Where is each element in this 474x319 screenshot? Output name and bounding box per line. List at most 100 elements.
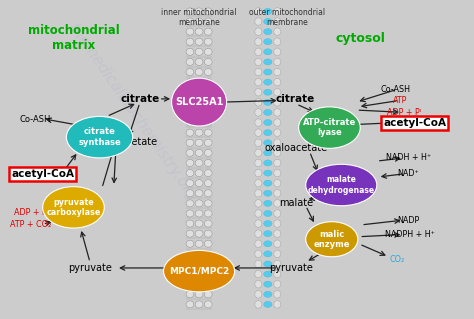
Ellipse shape [273,240,281,248]
Ellipse shape [195,160,203,167]
Ellipse shape [186,230,194,237]
Ellipse shape [264,220,272,226]
Ellipse shape [273,179,281,187]
Ellipse shape [273,300,281,308]
Ellipse shape [255,220,262,227]
Ellipse shape [204,169,212,177]
Ellipse shape [273,8,281,15]
Ellipse shape [255,260,262,268]
Ellipse shape [186,260,194,268]
Ellipse shape [204,89,212,96]
Ellipse shape [264,271,272,277]
Text: NADPH + H⁺: NADPH + H⁺ [385,230,435,239]
Text: ADP + Pᴵ: ADP + Pᴵ [14,208,48,217]
Ellipse shape [204,190,212,197]
Ellipse shape [255,119,262,126]
Ellipse shape [264,241,272,247]
Text: malate
dehydrogenase: malate dehydrogenase [308,175,375,195]
Ellipse shape [273,58,281,66]
Ellipse shape [204,69,212,76]
Ellipse shape [255,200,262,207]
Ellipse shape [264,130,272,136]
Ellipse shape [264,211,272,217]
Ellipse shape [186,250,194,257]
Ellipse shape [204,200,212,207]
Ellipse shape [255,270,262,278]
Text: acetyl-CoA: acetyl-CoA [383,118,446,128]
Ellipse shape [264,8,272,14]
Text: MPC1/MPC2: MPC1/MPC2 [169,267,229,276]
Ellipse shape [195,109,203,116]
Ellipse shape [186,180,194,187]
Ellipse shape [255,88,262,96]
Ellipse shape [195,190,203,197]
Ellipse shape [195,129,203,136]
Ellipse shape [204,281,212,288]
Ellipse shape [264,140,272,146]
Ellipse shape [273,270,281,278]
Ellipse shape [186,220,194,227]
Ellipse shape [172,78,227,126]
Ellipse shape [186,139,194,146]
Ellipse shape [186,28,194,35]
Ellipse shape [264,99,272,105]
Ellipse shape [66,116,133,158]
Ellipse shape [264,281,272,287]
Ellipse shape [204,28,212,35]
Ellipse shape [186,89,194,96]
Text: inner mitochondrial
membrane: inner mitochondrial membrane [161,8,237,27]
Ellipse shape [204,129,212,136]
Ellipse shape [306,164,377,206]
Ellipse shape [195,139,203,146]
Ellipse shape [273,280,281,288]
Ellipse shape [264,231,272,237]
Ellipse shape [186,38,194,45]
Ellipse shape [195,260,203,268]
Text: pyruvate: pyruvate [68,263,112,273]
Ellipse shape [186,291,194,298]
Ellipse shape [186,281,194,288]
Ellipse shape [255,159,262,167]
Ellipse shape [186,99,194,106]
Ellipse shape [204,38,212,45]
Ellipse shape [195,169,203,177]
Ellipse shape [255,300,262,308]
Ellipse shape [186,119,194,126]
Ellipse shape [273,68,281,76]
Text: oxaloacetate: oxaloacetate [94,137,157,147]
Ellipse shape [255,48,262,56]
Ellipse shape [186,160,194,167]
Ellipse shape [306,222,358,257]
Ellipse shape [264,49,272,55]
Ellipse shape [299,107,360,148]
Ellipse shape [204,160,212,167]
Ellipse shape [195,220,203,227]
Ellipse shape [255,250,262,258]
Ellipse shape [195,271,203,278]
Ellipse shape [186,210,194,217]
Ellipse shape [273,109,281,116]
Text: citrate
synthase: citrate synthase [78,128,121,147]
Ellipse shape [273,189,281,197]
Ellipse shape [273,169,281,177]
Text: pyruvate: pyruvate [270,263,313,273]
Ellipse shape [255,179,262,187]
Ellipse shape [195,210,203,217]
Ellipse shape [204,210,212,217]
Text: pyruvate
carboxylase: pyruvate carboxylase [46,198,100,217]
Ellipse shape [186,240,194,247]
Ellipse shape [255,18,262,25]
Ellipse shape [186,271,194,278]
Ellipse shape [273,159,281,167]
Ellipse shape [204,240,212,247]
Text: CO₂: CO₂ [390,256,405,264]
Ellipse shape [204,149,212,156]
Ellipse shape [195,200,203,207]
Ellipse shape [204,18,212,25]
Ellipse shape [186,8,194,15]
Ellipse shape [204,99,212,106]
Ellipse shape [264,79,272,85]
Ellipse shape [186,129,194,136]
Ellipse shape [264,89,272,95]
Ellipse shape [204,301,212,308]
